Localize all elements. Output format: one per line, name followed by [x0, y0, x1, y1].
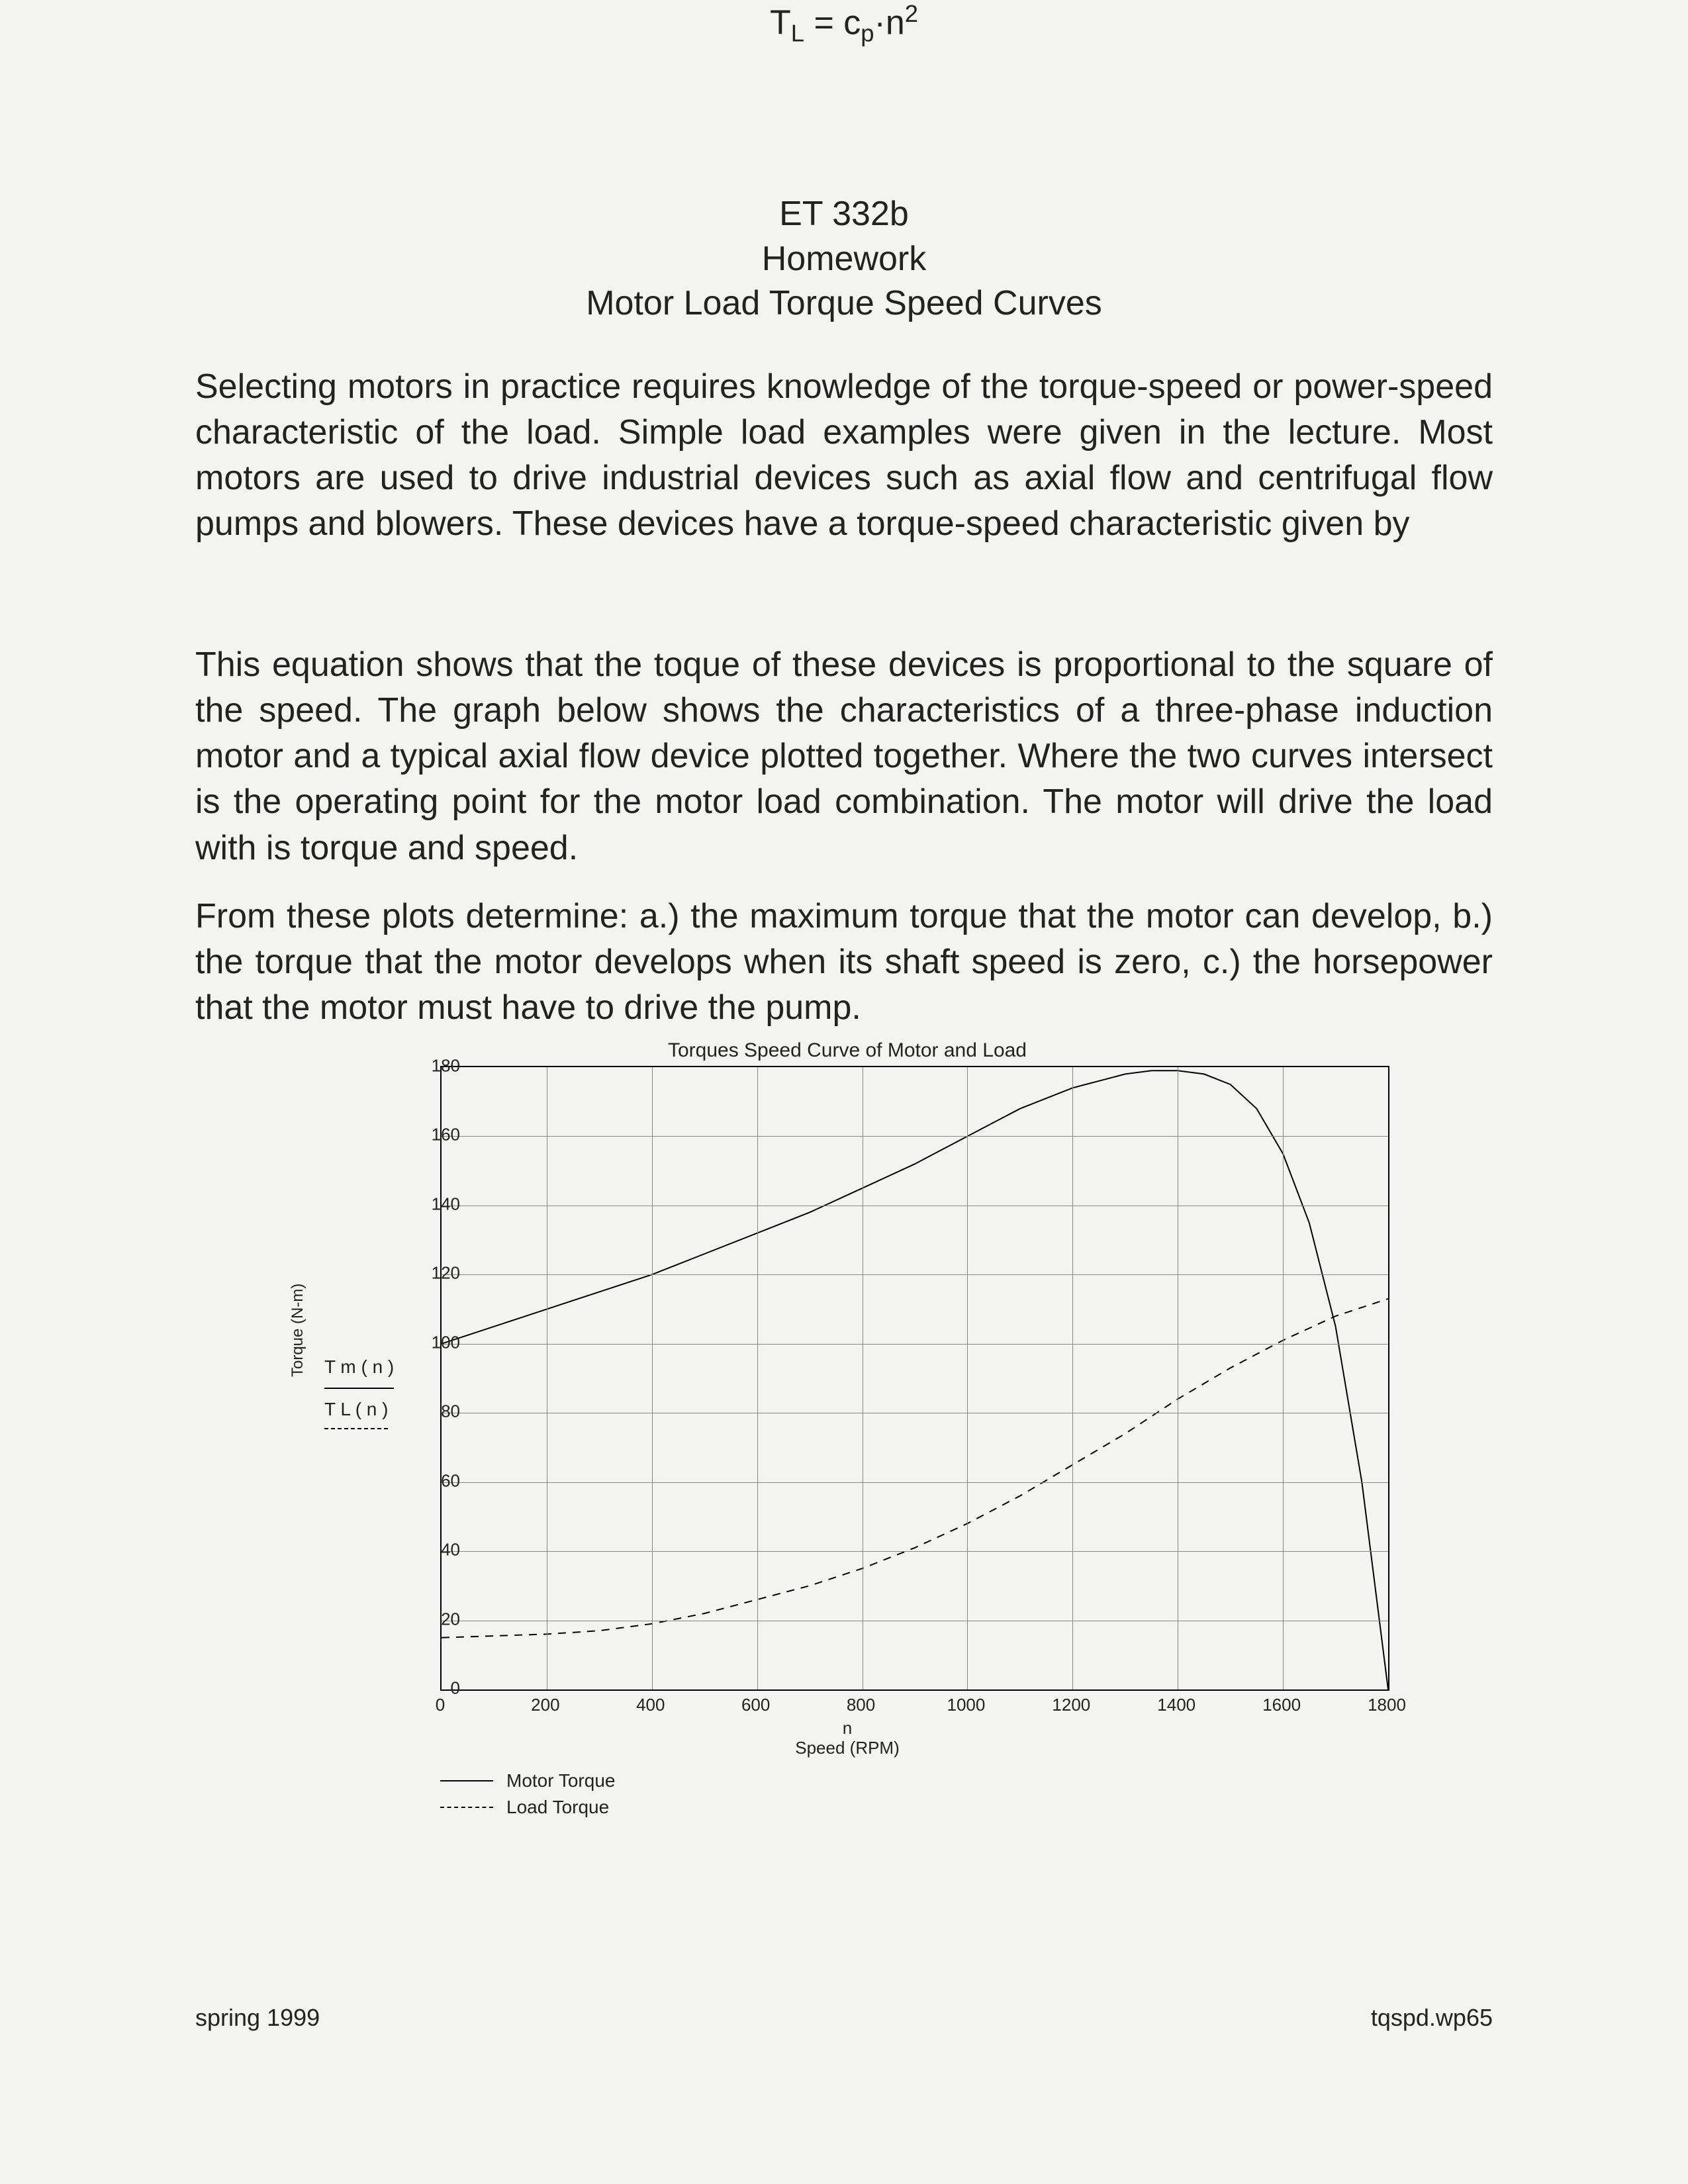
x-tick-label: 1400: [1150, 1695, 1203, 1715]
grid-vertical: [1283, 1067, 1284, 1689]
y-tick-label: 100: [420, 1332, 460, 1353]
paragraph-1: Selecting motors in practice requires kn…: [195, 364, 1493, 547]
x-tick-label: 1000: [939, 1695, 992, 1715]
chart-svg: [442, 1067, 1388, 1689]
grid-horizontal: [442, 1551, 1388, 1552]
chart: Torques Speed Curve of Motor and Load To…: [278, 1039, 1417, 1821]
eq-lhs-sub: L: [791, 20, 804, 47]
legend-line-dash-icon: [440, 1807, 493, 1808]
header-line-3: Motor Load Torque Speed Curves: [0, 281, 1688, 326]
legend: Motor Torque Load Torque: [440, 1768, 615, 1821]
series-label-motor: T m ( n ): [324, 1356, 394, 1377]
eq-lhs-base: T: [770, 3, 791, 42]
y-tick-label: 40: [420, 1540, 460, 1560]
grid-vertical: [757, 1067, 758, 1689]
x-tick-label: 1800: [1360, 1695, 1413, 1715]
legend-label-motor: Motor Torque: [506, 1770, 615, 1791]
series-line: [442, 1070, 1388, 1689]
paragraph-3: From these plots determine: a.) the maxi…: [195, 894, 1493, 1031]
header-line-2: Homework: [0, 237, 1688, 282]
header-line-1: ET 332b: [0, 192, 1688, 237]
grid-vertical: [967, 1067, 968, 1689]
y-axis-label: Torque (N-m): [289, 1284, 307, 1377]
grid-vertical: [652, 1067, 653, 1689]
series-label-block: T m ( n ) T L ( n ): [324, 1351, 394, 1429]
legend-row-motor: Motor Torque: [440, 1768, 615, 1794]
y-tick-label: 60: [420, 1470, 460, 1491]
y-tick-label: 180: [420, 1056, 460, 1076]
x-axis-label-2: Speed (RPM): [278, 1738, 1417, 1758]
y-tick-label: 120: [420, 1263, 460, 1284]
eq-n-sup: 2: [905, 0, 918, 27]
grid-horizontal: [442, 1482, 1388, 1483]
equation: TL = cp·n2: [0, 0, 1688, 48]
grid-horizontal: [442, 1274, 1388, 1275]
eq-c-base: c: [843, 3, 861, 42]
page: ET 332b Homework Motor Load Torque Speed…: [0, 0, 1688, 2184]
legend-line-solid-icon: [440, 1780, 493, 1781]
footer-left: spring 1999: [195, 2004, 320, 2032]
eq-sign: =: [804, 3, 843, 42]
x-tick-label: 800: [835, 1695, 888, 1715]
paragraph-2: This equation shows that the toque of th…: [195, 642, 1493, 871]
legend-label-load: Load Torque: [506, 1797, 609, 1818]
grid-horizontal: [442, 1344, 1388, 1345]
grid-horizontal: [442, 1136, 1388, 1137]
y-tick-label: 140: [420, 1194, 460, 1214]
grid-vertical: [1072, 1067, 1073, 1689]
y-tick-label: 80: [420, 1401, 460, 1422]
page-header: ET 332b Homework Motor Load Torque Speed…: [0, 192, 1688, 326]
footer-right: tqspd.wp65: [1371, 2004, 1493, 2032]
y-tick-label: 0: [420, 1678, 460, 1699]
x-tick-label: 400: [624, 1695, 677, 1715]
series-line: [442, 1299, 1388, 1638]
legend-row-load: Load Torque: [440, 1794, 615, 1821]
series-label-load: T L ( n ): [324, 1399, 388, 1419]
eq-n-base: n: [886, 3, 905, 42]
x-tick-label: 600: [729, 1695, 782, 1715]
y-tick-label: 160: [420, 1125, 460, 1145]
eq-c-sub: p: [861, 20, 874, 47]
y-tick-label: 20: [420, 1609, 460, 1629]
x-tick-label: 1200: [1045, 1695, 1098, 1715]
x-tick-label: 200: [519, 1695, 572, 1715]
x-axis-label-1: n: [278, 1718, 1417, 1738]
x-tick-label: 1600: [1255, 1695, 1308, 1715]
chart-plot: [440, 1066, 1389, 1691]
eq-dot: ·: [874, 3, 886, 42]
